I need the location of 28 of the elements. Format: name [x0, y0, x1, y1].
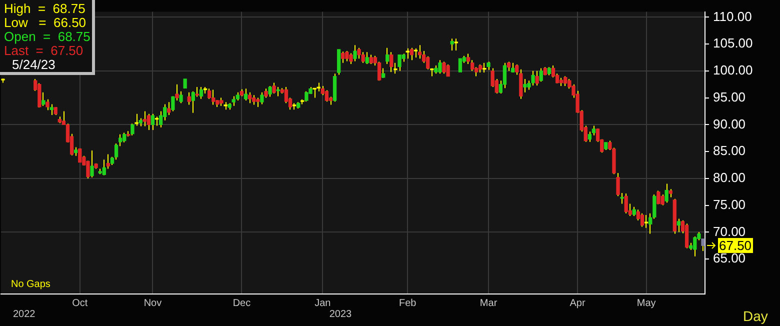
- annotation: Last = 67.50: [4, 43, 84, 58]
- annotation: No Gaps: [10, 279, 50, 290]
- y-tick-label: 110.00: [713, 8, 752, 24]
- text: 2022: [12, 309, 36, 320]
- x-tick-label: May: [636, 298, 656, 309]
- y-tick-label: 85.00: [713, 143, 746, 158]
- y-tick-label: 95.00: [713, 89, 746, 104]
- y-tick-label: 75.00: [713, 196, 746, 212]
- annotation: Low = 66.50: [4, 15, 86, 30]
- y-tick-label: 90.00: [713, 116, 746, 132]
- x-tick-label: Feb: [398, 298, 417, 309]
- text: 2023: [329, 309, 352, 320]
- y-tick-label: 105.00: [713, 36, 753, 51]
- x-tick-label: Jan: [314, 298, 331, 309]
- text: 67.50: [718, 238, 753, 253]
- x-tick-label: Nov: [144, 298, 162, 309]
- y-tick-label: 80.00: [713, 170, 746, 186]
- y-tick-label: 70.00: [713, 224, 746, 239]
- annotation: Open = 68.75: [4, 29, 90, 44]
- text: Day: [743, 308, 768, 324]
- annotation: 5/24/23: [12, 57, 56, 72]
- y-tick-label: 100.00: [713, 62, 753, 78]
- y-tick-label: 65.00: [713, 250, 746, 266]
- x-tick-label: Oct: [72, 298, 88, 309]
- x-tick-label: Apr: [570, 298, 586, 309]
- x-tick-label: Dec: [232, 298, 251, 309]
- annotation: High = 68.75: [4, 1, 86, 16]
- x-tick-label: Mar: [480, 298, 498, 309]
